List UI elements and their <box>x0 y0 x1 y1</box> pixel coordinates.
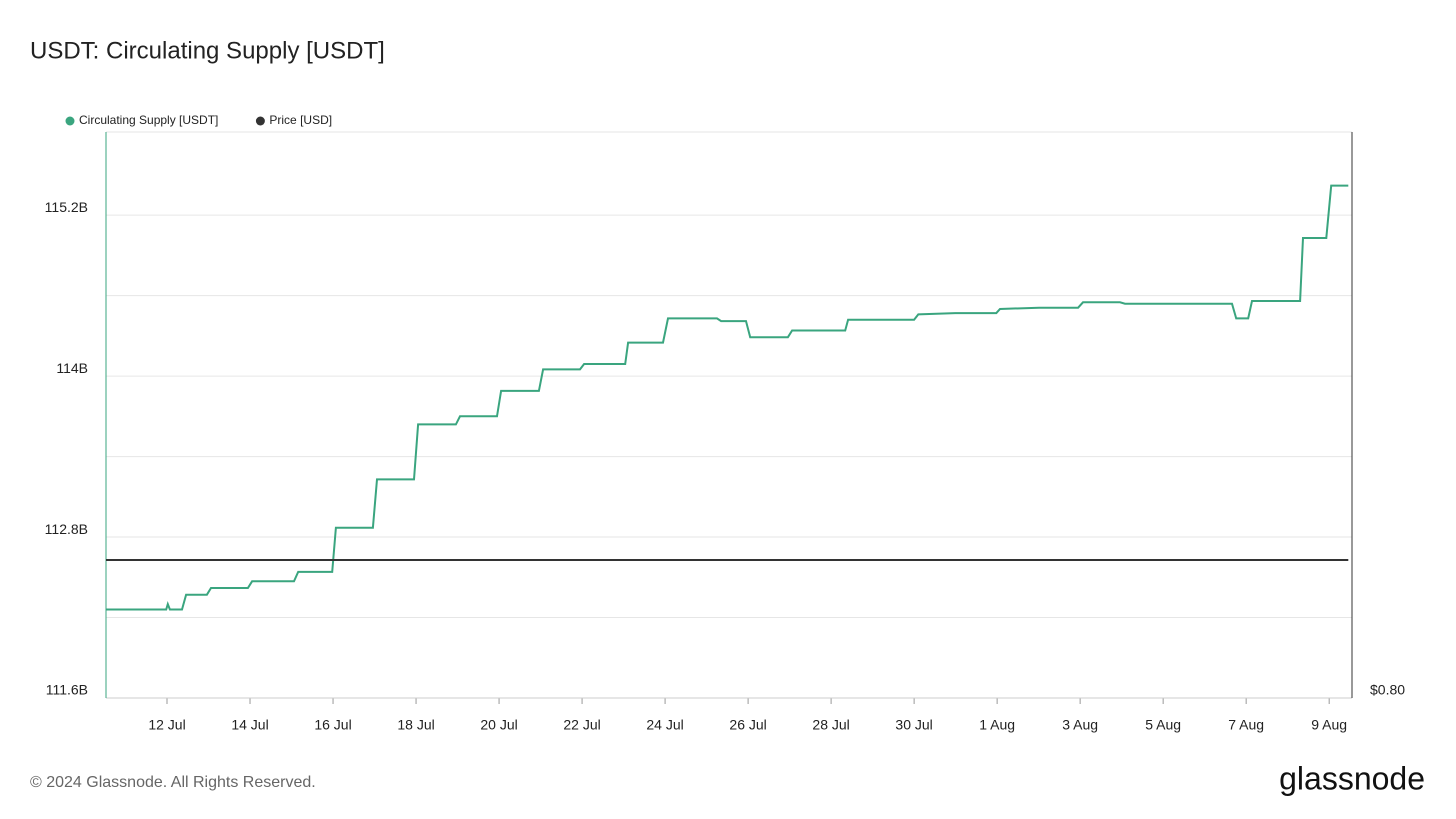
legend-label: Circulating Supply [USDT] <box>79 113 218 127</box>
y-tick-label: 112.8B <box>45 521 88 537</box>
copyright: © 2024 Glassnode. All Rights Reserved. <box>30 774 316 791</box>
y-tick-label: 115.2B <box>45 199 88 215</box>
x-tick-label: 12 Jul <box>148 717 185 733</box>
legend-dot <box>65 116 75 126</box>
y2-tick-label: $0.80 <box>1370 682 1405 698</box>
chart-title: USDT: Circulating Supply [USDT] <box>30 37 385 64</box>
x-tick-label: 5 Aug <box>1145 717 1181 733</box>
x-tick-label: 22 Jul <box>563 717 600 733</box>
x-tick-label: 18 Jul <box>397 717 434 733</box>
series-line <box>106 184 1349 611</box>
x-tick-label: 3 Aug <box>1062 717 1098 733</box>
y-tick-label: 111.6B <box>46 682 88 698</box>
y-tick-label: 114B <box>56 360 88 376</box>
x-tick-label: 16 Jul <box>314 717 351 733</box>
x-tick-label: 7 Aug <box>1228 717 1264 733</box>
x-tick-label: 9 Aug <box>1311 717 1347 733</box>
x-tick-label: 24 Jul <box>646 717 683 733</box>
legend-label: Price [USD] <box>269 113 332 127</box>
x-tick-label: 1 Aug <box>979 717 1015 733</box>
x-tick-label: 14 Jul <box>231 717 268 733</box>
x-tick-label: 26 Jul <box>729 717 766 733</box>
x-tick-label: 30 Jul <box>895 717 932 733</box>
x-tick-label: 20 Jul <box>480 717 517 733</box>
x-tick-label: 28 Jul <box>812 717 849 733</box>
logo: glassnode <box>1279 760 1425 796</box>
legend-dot <box>255 116 265 126</box>
